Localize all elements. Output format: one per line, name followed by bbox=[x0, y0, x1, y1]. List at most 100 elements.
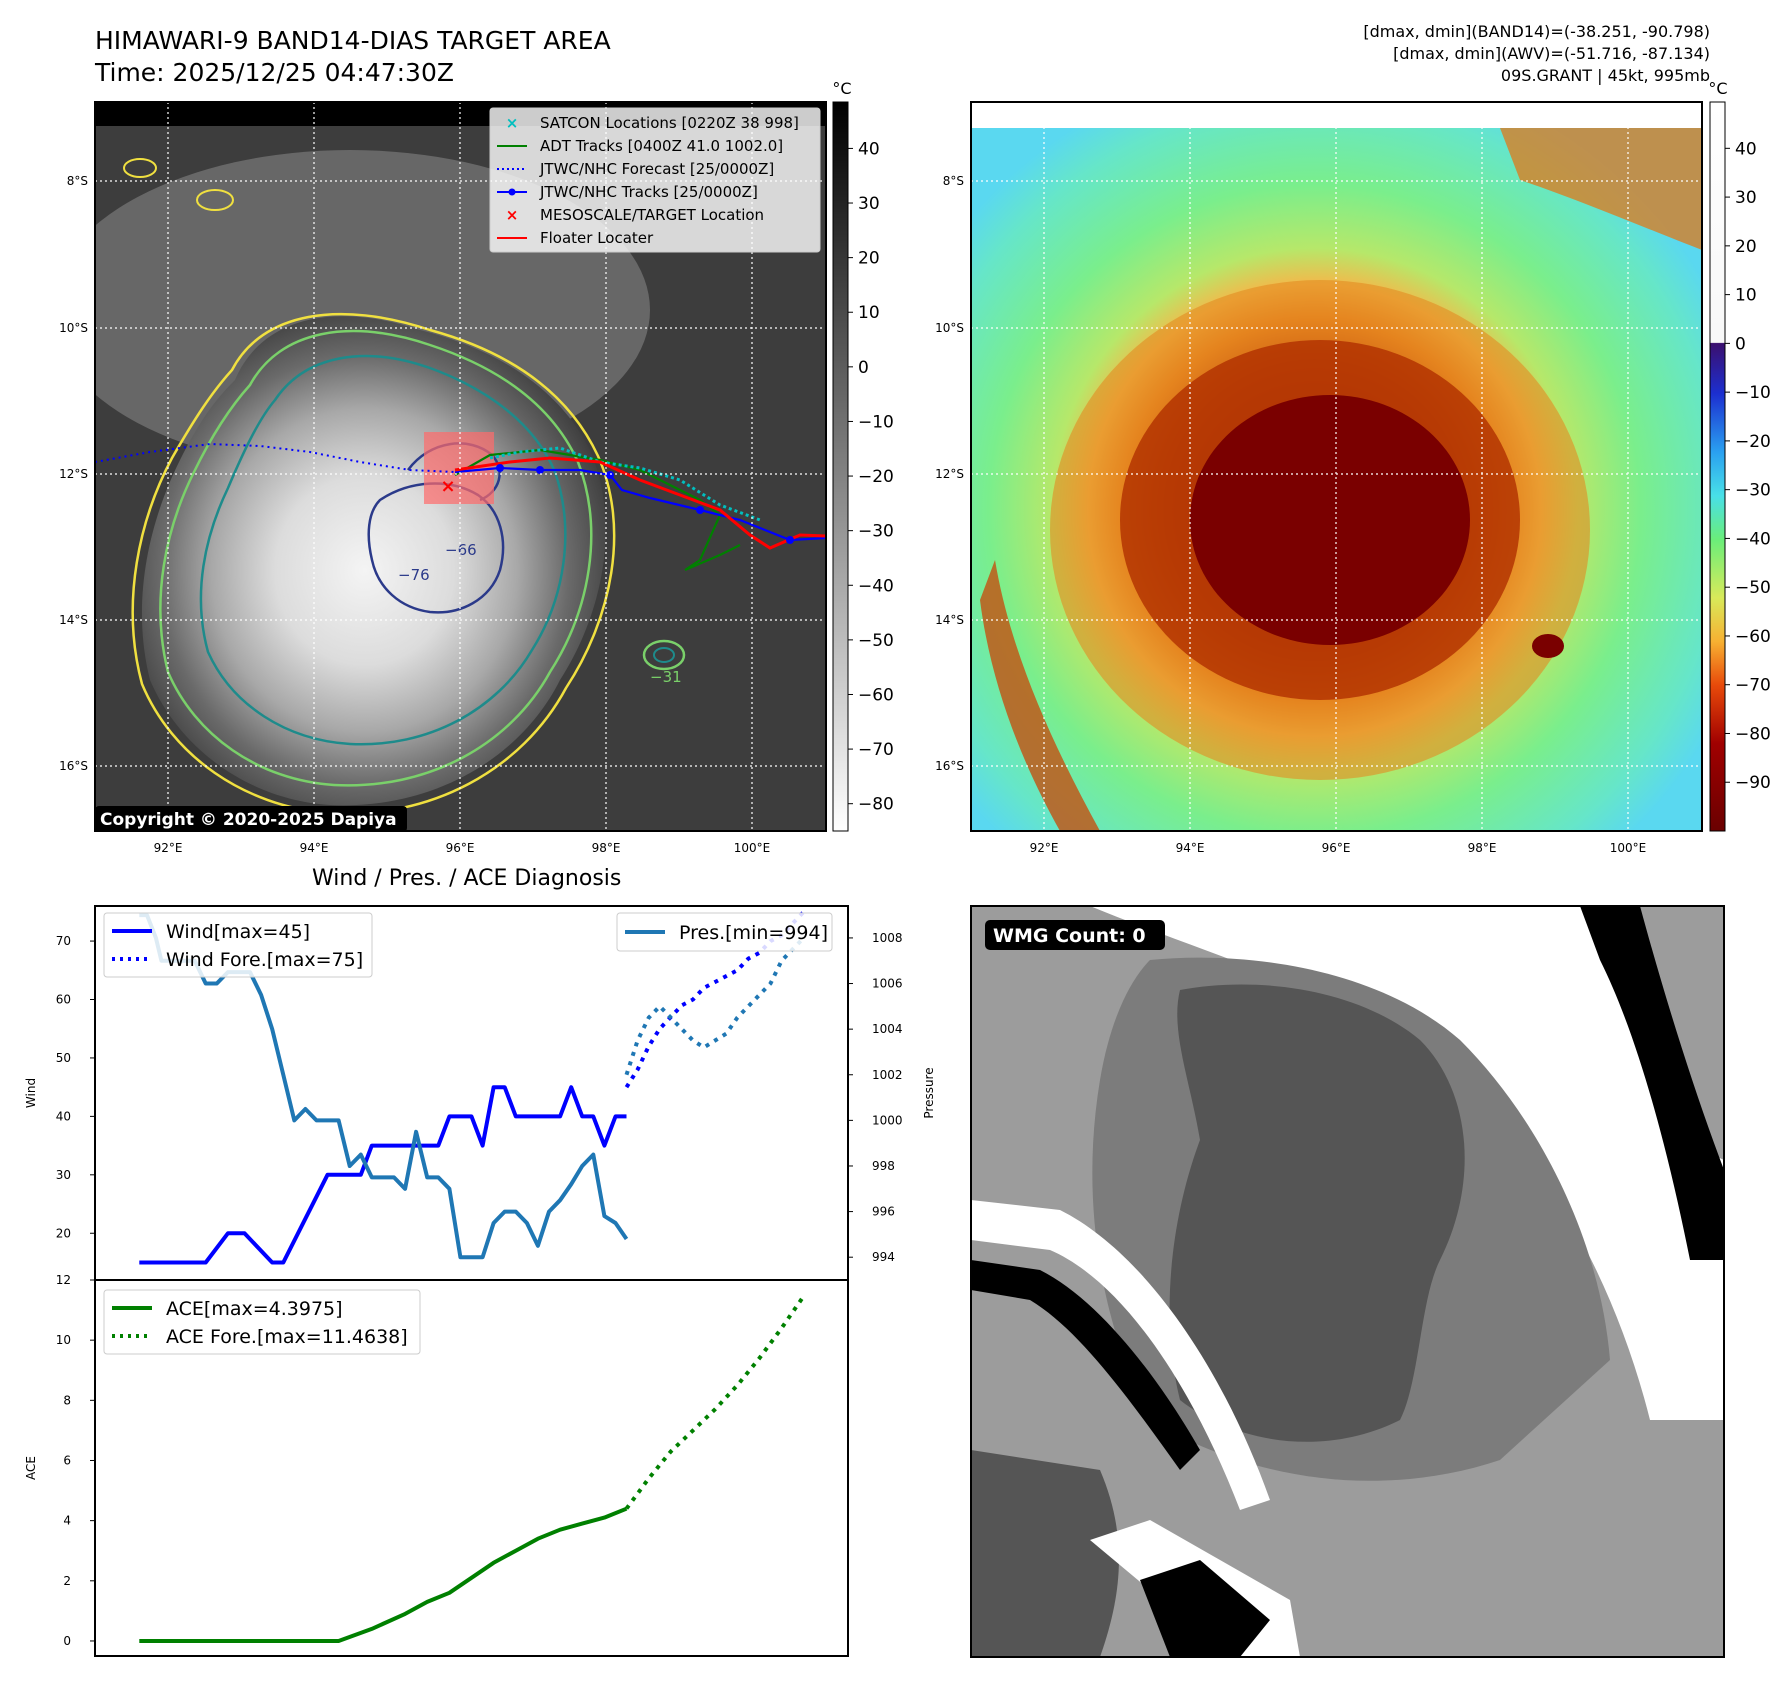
contour-green bbox=[159, 329, 593, 787]
ir-enhanced-map: 8°S 10°S 12°S 14°S 16°S 92°E 94°E 96°E 9… bbox=[935, 79, 1771, 855]
contour-label: −76 bbox=[398, 566, 430, 584]
ace-y-tick-label: 10 bbox=[56, 1333, 71, 1347]
grey-colorbar-tick-label: 10 bbox=[858, 303, 880, 323]
ir-gridlines bbox=[971, 102, 1702, 831]
ir-frame bbox=[970, 101, 1703, 832]
ir-colorbar-tick-label: 10 bbox=[1735, 286, 1757, 306]
wmg-band-white bbox=[1090, 906, 1724, 1420]
wind-y-tick-label: 40 bbox=[56, 1109, 71, 1123]
svg-text:98°E: 98°E bbox=[592, 841, 621, 855]
ir-lon-labels: 92°E 94°E 96°E 98°E 100°E bbox=[1030, 841, 1647, 855]
ir-colorbar-tick-label: −30 bbox=[1735, 481, 1771, 501]
pressure-legend: Pres.[min=994] bbox=[616, 912, 833, 952]
svg-text:92°E: 92°E bbox=[1030, 841, 1059, 855]
wmg-band-diag-black bbox=[971, 1260, 1200, 1470]
ir-colorbar-tick-label: 30 bbox=[1735, 188, 1757, 208]
svg-text:8°S: 8°S bbox=[943, 174, 964, 188]
legend-pressure: Pres.[min=994] bbox=[679, 922, 828, 944]
map-lon-labels: 92°E 94°E 96°E 98°E 100°E bbox=[154, 841, 771, 855]
jtwc-point bbox=[696, 506, 704, 514]
grey-colorbar-tick-label: −10 bbox=[858, 412, 894, 432]
contour-island bbox=[123, 158, 157, 178]
series-line-2 bbox=[139, 913, 629, 1260]
floater-track bbox=[454, 456, 826, 550]
svg-text:14°S: 14°S bbox=[935, 613, 964, 627]
ir-colorbar bbox=[1709, 101, 1726, 832]
copyright-box bbox=[95, 806, 407, 831]
pressure-y-tick-label: 998 bbox=[872, 1159, 895, 1173]
copyright-text: Copyright © 2020-2025 Dapiya bbox=[100, 810, 397, 830]
ir-colorbar-tick-label: −20 bbox=[1735, 432, 1771, 452]
ir-colorbar-tick-label: −90 bbox=[1735, 773, 1771, 793]
grey-colorbar-ticks: 40 30 20 10 0 −10 −20 −30 −40 −50 −60 −70 −80 bbox=[848, 139, 894, 815]
pressure-ylabel: Pressure bbox=[922, 1067, 936, 1118]
grey-colorbar bbox=[832, 101, 849, 832]
ir-colorbar-tick-label: −70 bbox=[1735, 676, 1771, 696]
pressure-y-tick-label: 1008 bbox=[872, 931, 903, 945]
ir-colorbar-tick-label: 0 bbox=[1735, 334, 1746, 354]
ir-colorbar-tick-label: 40 bbox=[1735, 139, 1757, 159]
svg-text:96°E: 96°E bbox=[1322, 841, 1351, 855]
pressure-y-ticks: 994 996 998 1000 1002 1004 1006 1008 bbox=[848, 931, 903, 1264]
ace-y-tick-label: 12 bbox=[56, 1273, 71, 1287]
svg-text:10°S: 10°S bbox=[59, 321, 88, 335]
contour-teal bbox=[199, 354, 567, 746]
svg-text:16°S: 16°S bbox=[935, 759, 964, 773]
legend-floater: Floater Locater bbox=[540, 229, 654, 247]
map-lat-labels: 8°S 10°S 12°S 14°S 16°S bbox=[59, 174, 88, 773]
ir-lat-labels: 8°S 10°S 12°S 14°S 16°S bbox=[935, 174, 964, 773]
jtwc-point bbox=[606, 471, 614, 479]
pressure-y-tick-label: 994 bbox=[872, 1250, 895, 1264]
contour-small-cell-inner bbox=[653, 647, 675, 663]
pressure-y-tick-label: 1000 bbox=[872, 1113, 903, 1127]
wmg-lower-left-dark bbox=[971, 1450, 1119, 1657]
grey-colorbar-tick-label: 30 bbox=[858, 194, 880, 214]
contour-label: −66 bbox=[445, 541, 477, 559]
legend-wind-fore: Wind Fore.[max=75] bbox=[166, 949, 363, 971]
wmg-band-diag-white bbox=[971, 1200, 1270, 1510]
wind-y-tick-label: 70 bbox=[56, 934, 71, 948]
wmg-count-label: WMG Count: 0 bbox=[993, 925, 1146, 947]
ir-top-strip bbox=[971, 102, 1702, 128]
svg-text:16°S: 16°S bbox=[59, 759, 88, 773]
wind-y-ticks: 20 30 40 50 60 70 bbox=[56, 934, 95, 1240]
wind-legend: Wind[max=45] Wind Fore.[max=75] bbox=[103, 912, 373, 978]
map-legend: × × SATCON Locations [0220Z 38 998] ADT … bbox=[489, 107, 821, 253]
svg-text:10°S: 10°S bbox=[935, 321, 964, 335]
wmg-lower-black bbox=[1140, 1560, 1270, 1657]
wind-ylabel: Wind bbox=[24, 1078, 38, 1108]
title-line2: Time: 2025/12/25 04:47:30Z bbox=[95, 58, 454, 87]
ace-series bbox=[139, 1294, 806, 1643]
wmg-region-dark bbox=[1169, 984, 1465, 1442]
svg-text:94°E: 94°E bbox=[300, 841, 329, 855]
satcon-track bbox=[489, 446, 761, 522]
ace-y-tick-label: 0 bbox=[63, 1634, 71, 1648]
svg-text:12°S: 12°S bbox=[935, 467, 964, 481]
svg-text:92°E: 92°E bbox=[154, 841, 183, 855]
series-line-3 bbox=[624, 936, 806, 1076]
grey-colorbar-tick-label: −60 bbox=[858, 685, 894, 705]
wmg-band-black bbox=[1580, 906, 1724, 1260]
grey-colorbar-tick-label: 40 bbox=[858, 139, 880, 159]
ir-colorbar-tick-label: −60 bbox=[1735, 627, 1771, 647]
wind-y-tick-label: 30 bbox=[56, 1168, 71, 1182]
grey-colorbar-tick-label: −40 bbox=[858, 576, 894, 596]
ace-ylabel: ACE bbox=[24, 1456, 38, 1480]
svg-text:94°E: 94°E bbox=[1176, 841, 1205, 855]
wind-pressure-chart: 20 30 40 50 60 70 994 996 998 1000 1002 1004 1006 10… bbox=[24, 905, 936, 1281]
target-legend-icon: × bbox=[506, 206, 519, 224]
target-marker: × bbox=[440, 476, 455, 497]
map-frame bbox=[94, 101, 827, 832]
pressure-y-tick-label: 996 bbox=[872, 1205, 895, 1219]
title-line1: HIMAWARI-9 BAND14-DIAS TARGET AREA bbox=[95, 26, 611, 55]
ir-rainband-west bbox=[980, 560, 1100, 831]
ir-colorbar-unit: °C bbox=[1708, 79, 1727, 98]
wind-y-tick-label: 20 bbox=[56, 1226, 71, 1240]
grey-colorbar-tick-label: −20 bbox=[858, 467, 894, 487]
info-band14: [dmax, dmin](BAND14)=(-38.251, -90.798) bbox=[1363, 22, 1710, 41]
grey-colorbar-tick-label: −50 bbox=[858, 631, 894, 651]
wind-y-tick-label: 60 bbox=[56, 993, 71, 1007]
legend-adt: ADT Tracks [0400Z 41.0 1002.0] bbox=[540, 137, 783, 155]
ace-y-tick-label: 2 bbox=[63, 1574, 71, 1588]
